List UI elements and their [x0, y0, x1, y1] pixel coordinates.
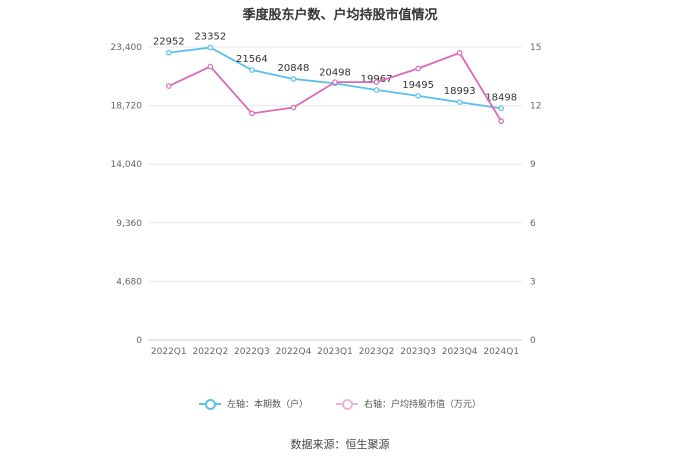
x-tick-label: 2022Q1 [151, 347, 187, 357]
data-point-avg-value [415, 65, 421, 72]
data-point-households [249, 67, 255, 73]
data-point-avg-value [249, 110, 255, 117]
legend-swatch-avg-value [336, 398, 358, 410]
data-point-avg-value [456, 50, 463, 56]
legend-item-households[interactable]: 左轴：本期数（户） [198, 397, 308, 410]
data-label-households: 20848 [278, 63, 310, 74]
data-source: 数据来源：恒生聚源 [290, 438, 390, 451]
data-label-households: 18498 [485, 92, 517, 103]
data-point-avg-value [290, 104, 297, 111]
y-right-tick-label: 15 [530, 43, 541, 53]
legend-item-avg-value[interactable]: 右轴：户均持股市值（万元） [336, 397, 481, 410]
x-tick-label: 2022Q3 [234, 347, 270, 357]
y-left-tick-label: 9,360 [116, 219, 142, 229]
data-point-avg-value [498, 118, 505, 125]
data-point-avg-value [165, 83, 172, 89]
data-label-households: 22952 [153, 37, 185, 48]
data-point-households [498, 105, 505, 112]
x-tick-label: 2023Q4 [442, 347, 478, 357]
y-right-tick-label: 3 [530, 277, 536, 287]
data-point-avg-value [332, 79, 338, 85]
y-right-tick-label: 9 [530, 160, 536, 170]
data-label-households: 21564 [236, 54, 268, 65]
chart-title: 季度股东户数、户均持股市值情况 [242, 8, 438, 23]
data-point-households [456, 99, 463, 105]
data-label-households: 23352 [194, 32, 226, 43]
x-tick-label: 2023Q3 [400, 347, 436, 357]
legend-label-avg-value: 右轴：户均持股市值（万元） [364, 400, 482, 410]
data-point-households [290, 76, 297, 82]
y-left-tick-label: 4,680 [116, 277, 142, 287]
legend-label-households: 左轴：本期数（户） [226, 400, 308, 410]
data-point-households [165, 49, 172, 56]
data-point-avg-value [207, 63, 214, 70]
y-right-tick-label: 6 [530, 219, 536, 229]
y-left-tick-label: 18,720 [111, 102, 143, 112]
data-label-households: 18993 [444, 86, 476, 97]
x-tick-label: 2023Q2 [359, 347, 395, 357]
x-tick-label: 2024Q1 [483, 347, 519, 357]
y-right-tick-label: 0 [530, 336, 536, 346]
x-tick-label: 2022Q4 [276, 347, 312, 357]
data-point-households [415, 93, 421, 99]
y-left-tick-label: 0 [136, 336, 142, 346]
y-left-tick-label: 23,400 [111, 43, 143, 53]
legend-swatch-households [198, 398, 221, 410]
data-label-households: 20498 [319, 67, 351, 78]
x-tick-label: 2023Q1 [317, 347, 353, 357]
y-left-tick-label: 14,040 [111, 160, 143, 170]
y-right-tick-label: 12 [530, 102, 541, 112]
x-tick-label: 2022Q2 [192, 347, 228, 357]
legend: 左轴：本期数（户） 右轴：户均持股市值（万元） [0, 397, 680, 410]
data-point-avg-value [373, 79, 380, 85]
data-label-households: 19495 [402, 80, 434, 91]
data-point-households [207, 44, 214, 51]
data-point-households [373, 87, 380, 93]
